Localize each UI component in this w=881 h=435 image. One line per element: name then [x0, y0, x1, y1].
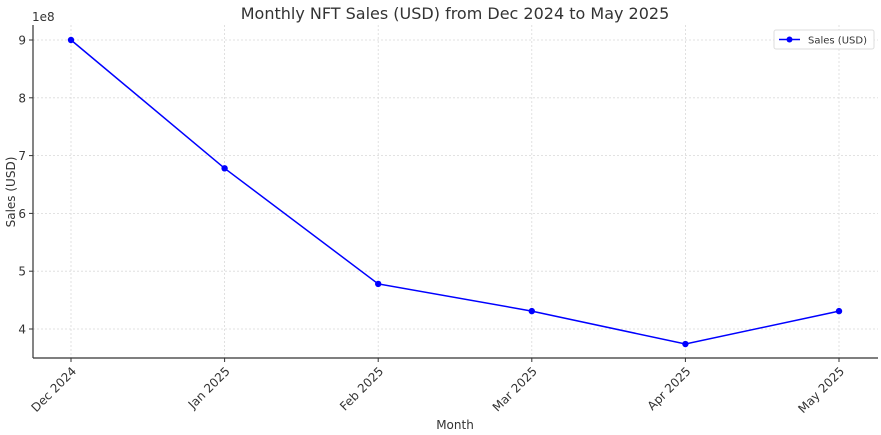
y-tick-label: 4: [18, 323, 26, 337]
y-tick-label: 9: [18, 34, 26, 48]
grid-lines: [33, 25, 878, 358]
x-tick-label: Dec 2024: [29, 364, 80, 415]
y-tick-label: 5: [18, 265, 26, 279]
x-tick-label: Mar 2025: [490, 364, 540, 414]
x-tick-label: Jan 2025: [185, 364, 233, 412]
data-point-marker: [375, 280, 382, 288]
y-tick-label: 6: [18, 207, 26, 221]
data-point-marker: [528, 307, 535, 315]
legend-label: Sales (USD): [808, 36, 867, 47]
y-tick-label: 7: [18, 149, 26, 163]
y-axis-label: Sales (USD): [4, 157, 18, 228]
chart-title: Monthly NFT Sales (USD) from Dec 2024 to…: [241, 4, 670, 23]
data-point-marker: [835, 307, 843, 315]
legend-marker-icon: [786, 36, 793, 43]
x-tick-label: May 2025: [795, 364, 847, 416]
y-offset-label: 1e8: [32, 10, 55, 24]
y-tick-label: 8: [18, 91, 26, 105]
x-axis-ticks: Dec 2024 Jan 2025 Feb 2025 Mar 2025 Apr 2025…: [29, 358, 847, 416]
series-line: [70, 39, 840, 345]
axes: [32, 25, 878, 359]
data-point-marker: [67, 36, 75, 44]
x-tick-label: Feb 2025: [337, 364, 386, 413]
x-axis-label: Month: [436, 418, 474, 432]
legend: Sales (USD): [773, 29, 875, 50]
data-point-marker: [682, 340, 689, 348]
y-axis-ticks: 4 5 6 7 8 9: [18, 34, 33, 337]
data-point-marker: [221, 165, 228, 172]
x-tick-label: Apr 2025: [645, 364, 694, 413]
legend-box: [773, 29, 875, 50]
series-sales: [67, 36, 843, 348]
